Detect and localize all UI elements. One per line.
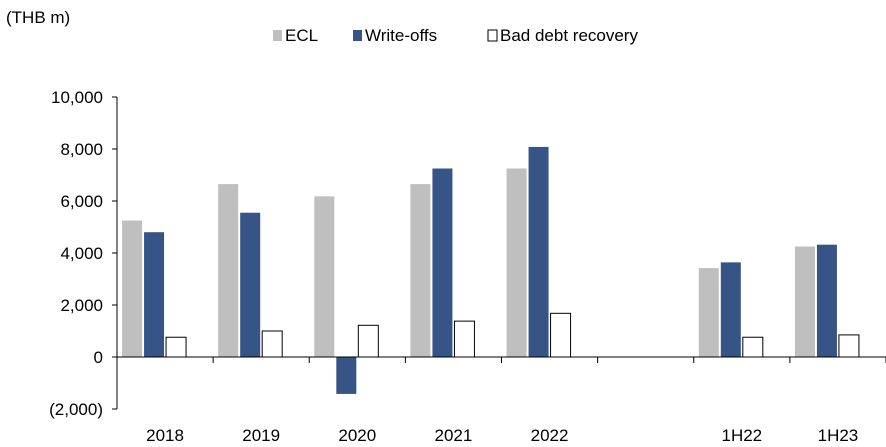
bar-ecl	[122, 220, 143, 357]
y-tick-label: 10,000	[51, 88, 103, 107]
y-tick-label: 8,000	[60, 140, 103, 159]
x-tick-label: 2018	[146, 426, 184, 445]
bar-write-offs	[720, 262, 741, 357]
bar-bad-debt-recovery	[742, 336, 764, 358]
chart-bars	[122, 146, 860, 394]
y-tick-label: 0	[94, 348, 103, 367]
bar-bad-debt-recovery	[261, 330, 283, 358]
bar-write-offs	[144, 232, 165, 357]
x-tick-label: 2021	[435, 426, 473, 445]
bar-write-offs	[432, 168, 453, 357]
unit-label: (THB m)	[6, 8, 71, 27]
chart-axes: 10,000 8,000 6,000 4,000 2,000 0 (2,000) 2018 20…	[49, 88, 886, 445]
bar-write-offs	[528, 146, 549, 357]
bar-ecl	[794, 246, 815, 357]
bar-ecl	[314, 196, 335, 357]
bar-bad-debt-recovery	[838, 334, 860, 358]
y-tick-label: 2,000	[60, 296, 103, 315]
legend-swatch-bad-debt-recovery	[487, 29, 498, 42]
legend-swatch-write-offs	[353, 30, 362, 41]
bar-ecl	[218, 184, 239, 357]
bar-write-offs	[240, 212, 261, 357]
x-tick-label: 2019	[242, 426, 280, 445]
y-tick-label: (2,000)	[49, 400, 103, 419]
legend-label: ECL	[285, 26, 318, 45]
bar-bad-debt-recovery	[165, 336, 187, 358]
x-tick-label: 1H22	[721, 426, 762, 445]
bar-bad-debt-recovery	[453, 320, 475, 358]
x-tick-label: 2020	[338, 426, 376, 445]
legend-swatch-ecl	[273, 30, 282, 41]
legend-label: Write-offs	[365, 26, 437, 45]
y-tick-label: 4,000	[60, 244, 103, 263]
y-tick-label: 6,000	[60, 192, 103, 211]
x-tick-label: 2022	[531, 426, 569, 445]
x-tick-label: 1H23	[818, 426, 859, 445]
bar-bad-debt-recovery	[550, 312, 572, 358]
bar-bad-debt-recovery	[357, 324, 379, 358]
bar-ecl	[410, 184, 431, 357]
bar-write-offs	[816, 244, 837, 357]
legend-label: Bad debt recovery	[500, 26, 638, 45]
bar-ecl	[698, 268, 719, 357]
bar-write-offs	[336, 357, 357, 394]
bar-ecl	[506, 168, 527, 357]
chart-legend: ECL Write-offs Bad debt recovery	[273, 26, 638, 45]
